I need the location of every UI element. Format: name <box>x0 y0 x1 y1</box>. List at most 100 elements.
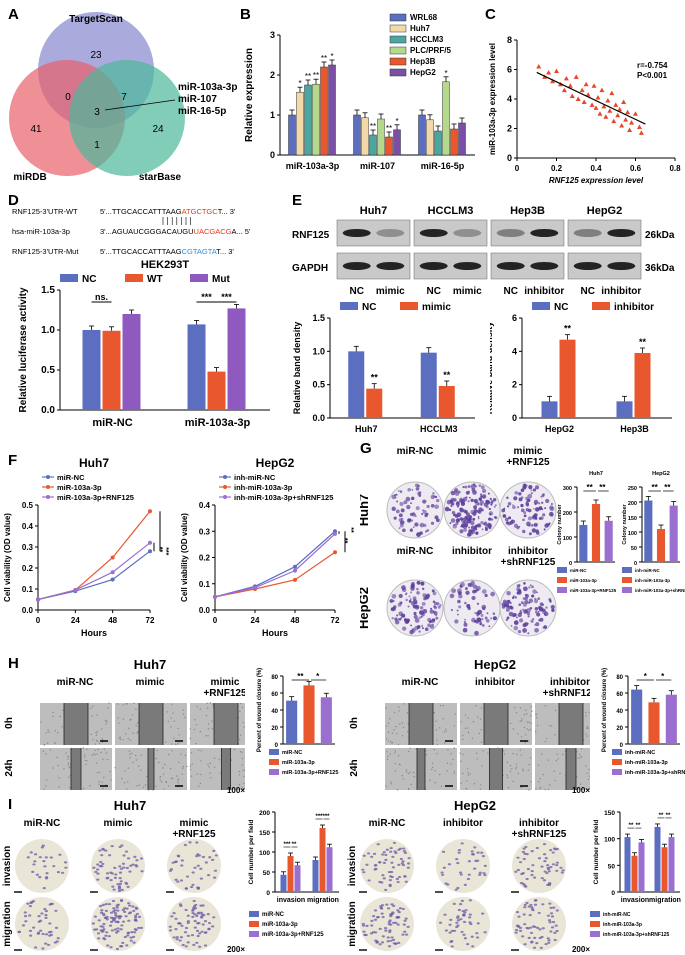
cell-texture <box>128 727 130 729</box>
column-label: mimic <box>104 818 133 829</box>
sig-label: *** <box>315 814 323 820</box>
cell-texture <box>56 756 58 759</box>
cell-texture <box>89 785 91 787</box>
bar <box>296 91 304 156</box>
x-tick-label: Huh7 <box>355 424 378 434</box>
migrated-cell <box>547 870 551 873</box>
cell-texture <box>520 736 523 738</box>
cell-texture <box>480 707 483 709</box>
cell-texture <box>536 717 538 719</box>
migrated-cell <box>392 904 396 907</box>
colony <box>544 507 547 510</box>
colony <box>425 596 429 600</box>
migrated-cell <box>133 931 137 934</box>
colony <box>456 518 460 521</box>
cell-texture <box>121 777 123 780</box>
colony <box>526 612 531 616</box>
cell-texture <box>165 781 167 784</box>
svg-text:23: 23 <box>90 50 102 61</box>
colony <box>448 508 452 512</box>
sig-label: * <box>298 79 301 88</box>
colony <box>422 608 428 614</box>
cell-texture <box>528 729 530 731</box>
cell-texture <box>557 758 559 760</box>
migrated-cell <box>39 929 43 932</box>
cell-texture <box>433 712 436 714</box>
colony <box>418 630 421 633</box>
x-tick-label: miR-NC <box>92 417 132 429</box>
migrated-cell <box>546 914 550 917</box>
migrated-cell <box>122 854 126 857</box>
cell-texture <box>445 728 447 731</box>
migrated-cell <box>56 871 61 874</box>
migrated-cell <box>124 881 128 884</box>
migrated-cell <box>517 915 521 918</box>
cell-texture <box>585 715 587 717</box>
cell-texture <box>398 710 401 712</box>
cell-texture <box>479 718 482 720</box>
colony <box>433 495 436 498</box>
migrated-cell <box>58 853 62 856</box>
migrated-cell <box>547 941 551 944</box>
colony <box>464 601 467 605</box>
lane-label: inhibitor <box>601 286 641 296</box>
colony <box>471 617 476 623</box>
legend-swatch <box>622 587 632 593</box>
sig-label: ** <box>386 124 392 133</box>
migrated-cell <box>386 940 390 943</box>
sig-label: ** <box>636 823 641 829</box>
colony <box>509 602 512 604</box>
sig-label: *** <box>283 842 291 848</box>
cell-texture <box>133 702 135 705</box>
migrated-cell <box>102 922 106 926</box>
cell-texture <box>462 772 464 775</box>
cell-texture <box>99 771 101 774</box>
cell-texture <box>213 757 216 759</box>
cell-texture <box>526 721 529 723</box>
cell-texture <box>452 758 454 761</box>
sig-label: ** <box>292 842 297 848</box>
colony <box>411 628 416 633</box>
cell-texture <box>467 731 470 734</box>
bar <box>559 339 576 418</box>
legend-label: NC <box>554 302 568 313</box>
legend-swatch <box>249 931 259 937</box>
column-label: inhibitor <box>519 818 559 829</box>
cell-texture <box>92 738 94 741</box>
cell-texture <box>163 788 165 790</box>
migrated-cell <box>476 859 480 862</box>
migrated-cell <box>391 911 395 914</box>
column-label: +shRNF125 <box>501 557 556 568</box>
migrated-cell <box>553 931 557 934</box>
colony <box>489 497 493 501</box>
colony <box>474 630 479 636</box>
colony <box>449 522 452 525</box>
migrated-cell <box>362 930 366 933</box>
migrated-cell <box>23 911 27 914</box>
colony <box>482 494 487 499</box>
colony <box>409 512 414 517</box>
migrated-cell <box>404 917 408 920</box>
cell-texture <box>471 737 474 740</box>
migrated-cell <box>34 946 38 949</box>
migrated-cell <box>365 924 369 927</box>
cell-texture <box>530 781 532 783</box>
migrated-cell <box>188 841 192 844</box>
cell-texture <box>578 753 581 756</box>
cell-texture <box>466 727 469 729</box>
migrated-cell <box>97 937 101 940</box>
cell-texture <box>407 788 410 791</box>
migrated-cell <box>523 943 527 946</box>
migrated-cell <box>403 930 407 933</box>
sig-label: ** <box>652 483 659 492</box>
migrated-cell <box>516 856 520 859</box>
migrated-cell <box>460 930 464 934</box>
migrated-cell <box>555 863 559 867</box>
migrated-cell <box>404 933 409 936</box>
colony <box>479 493 483 496</box>
y-tick-label: 100 <box>628 531 637 537</box>
column-label: miR-NC <box>397 446 434 457</box>
data-point <box>569 93 575 99</box>
cell-texture <box>409 771 411 773</box>
cell-line-label: Huh7 <box>360 205 388 217</box>
